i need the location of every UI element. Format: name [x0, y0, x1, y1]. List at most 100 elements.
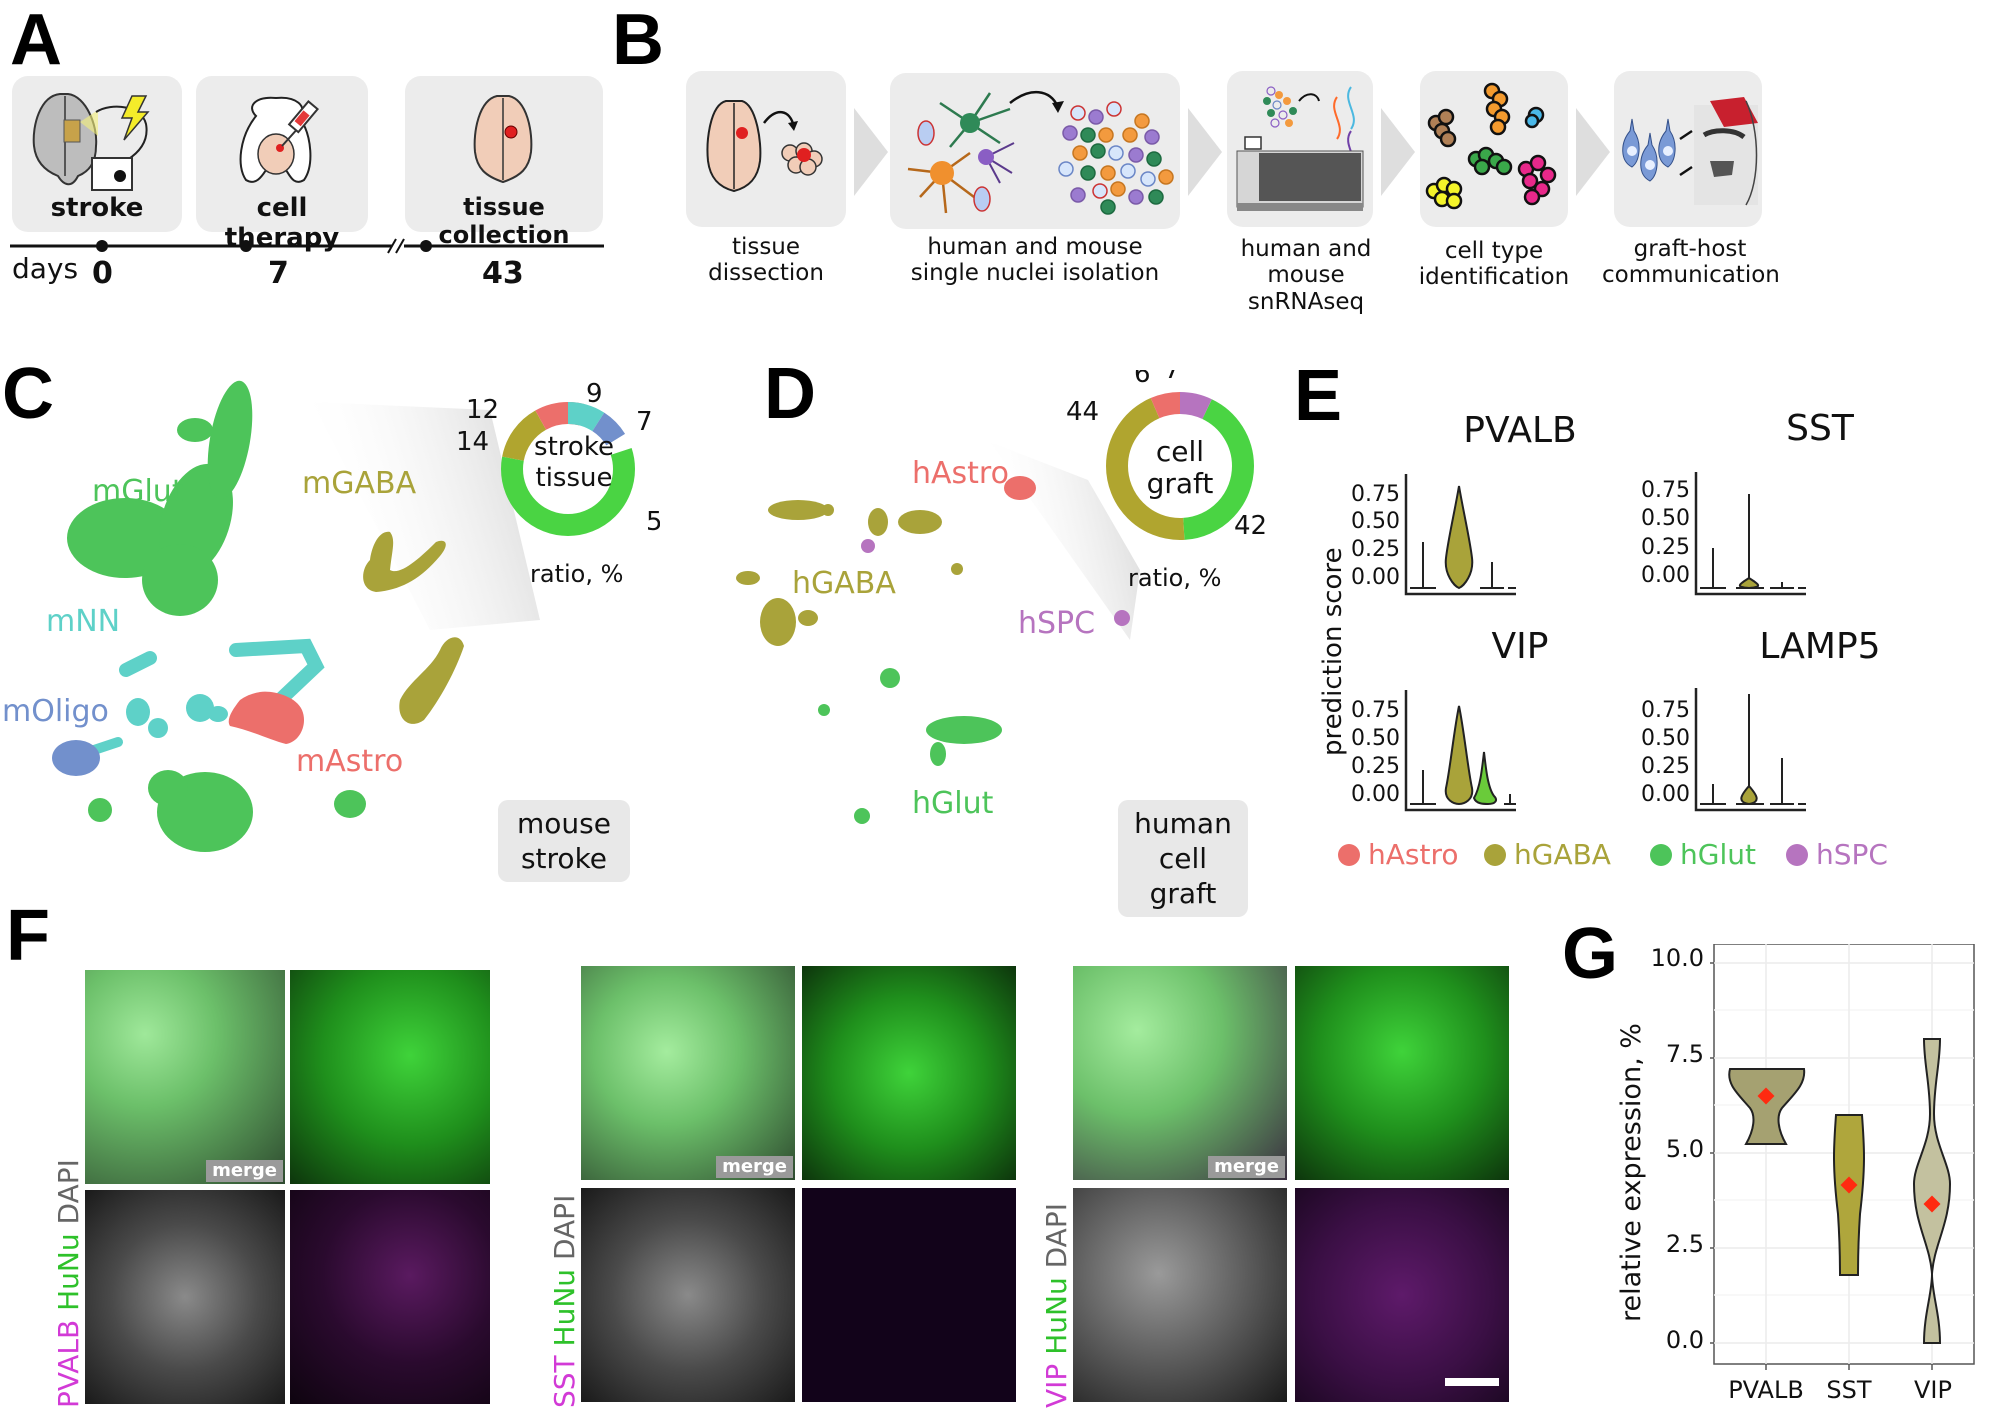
micrograph-vip-dapi — [1073, 1188, 1287, 1402]
cluster-label-hgaba: hGABA — [792, 566, 896, 601]
micrograph-sst-marker — [802, 1188, 1016, 1402]
caption-line-2: single nuclei isolation — [910, 260, 1160, 287]
ytick: 0.25 — [1351, 537, 1400, 562]
step-label-tissue-collection: tissue collection — [438, 193, 570, 249]
workflow-arrow-1 — [854, 108, 888, 196]
tag-line-1: mouse — [517, 807, 611, 840]
ytick: 0.00 — [1351, 782, 1400, 807]
timeline-card-tissue-collection: tissue collection — [405, 76, 603, 248]
ytick: 0.75 — [1641, 698, 1690, 723]
dataset-tag-mouse-stroke: mouse stroke — [498, 800, 630, 882]
xtick-sst: SST — [1826, 1376, 1872, 1404]
timeline-tick-7: 7 — [268, 256, 289, 291]
donut-center-line-1: cell — [1155, 435, 1205, 468]
xtick-pvalb: PVALB — [1728, 1376, 1804, 1404]
caption-line-1: cell type — [1444, 238, 1544, 264]
panel-letter-c: C — [2, 354, 54, 434]
ytick: 0.50 — [1641, 506, 1690, 531]
ytick: 0.75 — [1351, 482, 1400, 507]
merge-tag: merge — [1208, 1156, 1285, 1178]
caption-line-1: tissue — [731, 234, 801, 260]
workflow-arrow-3 — [1381, 108, 1415, 196]
graft-host-icon — [1622, 97, 1758, 206]
micrograph-pvalb-dapi — [85, 1190, 285, 1404]
nuclei-isolation-icon — [907, 90, 1174, 215]
svg-text:58: 58 — [646, 507, 660, 537]
timeline-axis — [10, 238, 604, 254]
ytick: 5.0 — [1665, 1135, 1704, 1163]
mouse-brain-stroke-icon — [32, 93, 150, 191]
svg-text:44: 44 — [1066, 397, 1099, 427]
svg-text:7: 7 — [1164, 370, 1181, 385]
legend-label: hGABA — [1514, 838, 1611, 871]
micrograph-pvalb-marker — [290, 1190, 490, 1404]
legend-item-hastro: hAstro — [1338, 838, 1459, 871]
panel-letter-g: G — [1562, 914, 1619, 994]
donut-center-label-c: stroke tissue — [534, 432, 614, 494]
workflow-arrow-4 — [1576, 108, 1610, 196]
legend-item-hgaba: hGABA — [1484, 838, 1611, 871]
micrograph-vip-marker — [1295, 1188, 1509, 1402]
stain-marker: PVALB — [52, 1319, 85, 1408]
panel-letter-b: B — [612, 0, 664, 80]
caption-line-1: human and mouse — [1240, 236, 1372, 289]
cluster-label-hglut: hGlut — [912, 786, 994, 821]
stain-marker: SST — [548, 1355, 581, 1408]
timeline-card-stroke: stroke — [12, 76, 182, 232]
panel-letter-f: F — [6, 896, 50, 976]
merge-tag: merge — [716, 1156, 793, 1178]
ytick: 0.75 — [1351, 698, 1400, 723]
stain-label-sst: SST HuNu DAPI — [548, 1195, 581, 1408]
sequencer-icon — [1236, 86, 1364, 211]
legend-label: hSPC — [1816, 838, 1888, 871]
workflow-card-sequencing — [1227, 71, 1373, 227]
micrograph-sst-dapi — [581, 1188, 795, 1402]
svg-text:42: 42 — [1234, 511, 1267, 541]
stain-dapi: DAPI — [52, 1159, 85, 1234]
ytick: 0.00 — [1641, 782, 1690, 807]
merge-tag: merge — [206, 1160, 283, 1182]
caption-line-2: snRNAseq — [1247, 288, 1365, 315]
cluster-label-hspc: hSPC — [1018, 606, 1096, 641]
micrograph-sst-hunu — [802, 966, 1016, 1180]
workflow-caption-sequencing: human and mouse snRNAseq — [1222, 236, 1390, 315]
umap-mouse-stroke: 12 9 7 14 58 — [52, 380, 660, 852]
ytick: 7.5 — [1665, 1040, 1704, 1068]
cluster-label-mglut: mGlut — [92, 474, 184, 509]
violin-title-sst: SST — [1786, 408, 1854, 449]
ytick: 0.0 — [1665, 1326, 1704, 1354]
ytick: 0.50 — [1351, 726, 1400, 751]
legend-dot-icon — [1338, 843, 1360, 866]
panel-letter-a: A — [10, 0, 62, 80]
donut-center-label-d: cell graft — [1140, 435, 1220, 500]
tag-line-1: human — [1134, 807, 1232, 840]
violin-plot-relative-expression — [1710, 944, 1975, 1370]
svg-text:14: 14 — [456, 427, 489, 457]
panel-letter-d: D — [764, 354, 816, 434]
ytick: 0.00 — [1641, 563, 1690, 588]
caption-line-2: communication — [1602, 262, 1780, 289]
svg-text:7: 7 — [636, 407, 653, 437]
cluster-label-hastro: hAstro — [912, 456, 1009, 491]
legend-item-hglut: hGlut — [1650, 838, 1756, 871]
workflow-card-graft-host — [1614, 71, 1762, 227]
stain-hunu: HuNu — [52, 1233, 85, 1320]
stain-hunu: HuNu — [1040, 1277, 1073, 1364]
brain-collection-icon — [473, 95, 533, 184]
donut-caption-d: ratio, % — [1128, 564, 1222, 592]
cluster-label-mastro: mAstro — [296, 744, 404, 779]
panel-letter-e: E — [1294, 356, 1343, 436]
stain-label-vip: VIP HuNu DAPI — [1040, 1203, 1073, 1408]
xtick-vip: VIP — [1914, 1376, 1952, 1404]
donut-center-line-1: stroke — [534, 432, 614, 462]
ytick: 0.50 — [1641, 726, 1690, 751]
stain-dapi: DAPI — [548, 1194, 581, 1269]
ytick: 0.75 — [1641, 478, 1690, 503]
workflow-card-dissection — [686, 71, 846, 227]
svg-text:9: 9 — [586, 380, 603, 409]
ytick: 0.25 — [1641, 754, 1690, 779]
micrograph-vip-merge: merge — [1073, 966, 1287, 1180]
svg-text:6: 6 — [1134, 370, 1151, 389]
violin-title-vip: VIP — [1491, 626, 1549, 667]
